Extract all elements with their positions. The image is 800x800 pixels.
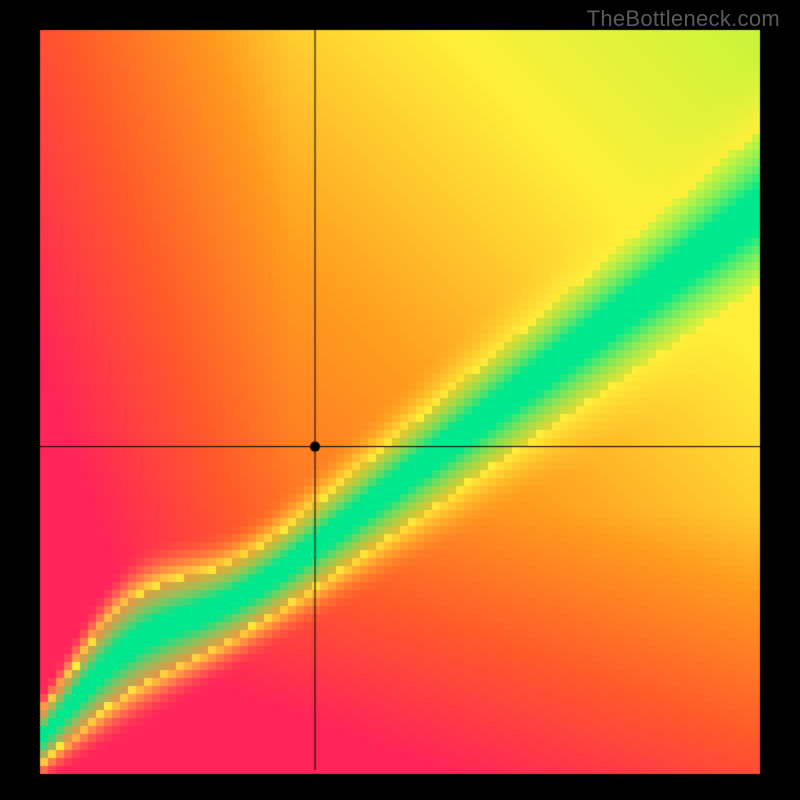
heatmap-canvas [0,0,800,800]
watermark-text: TheBottleneck.com [587,6,780,32]
chart-container: TheBottleneck.com [0,0,800,800]
